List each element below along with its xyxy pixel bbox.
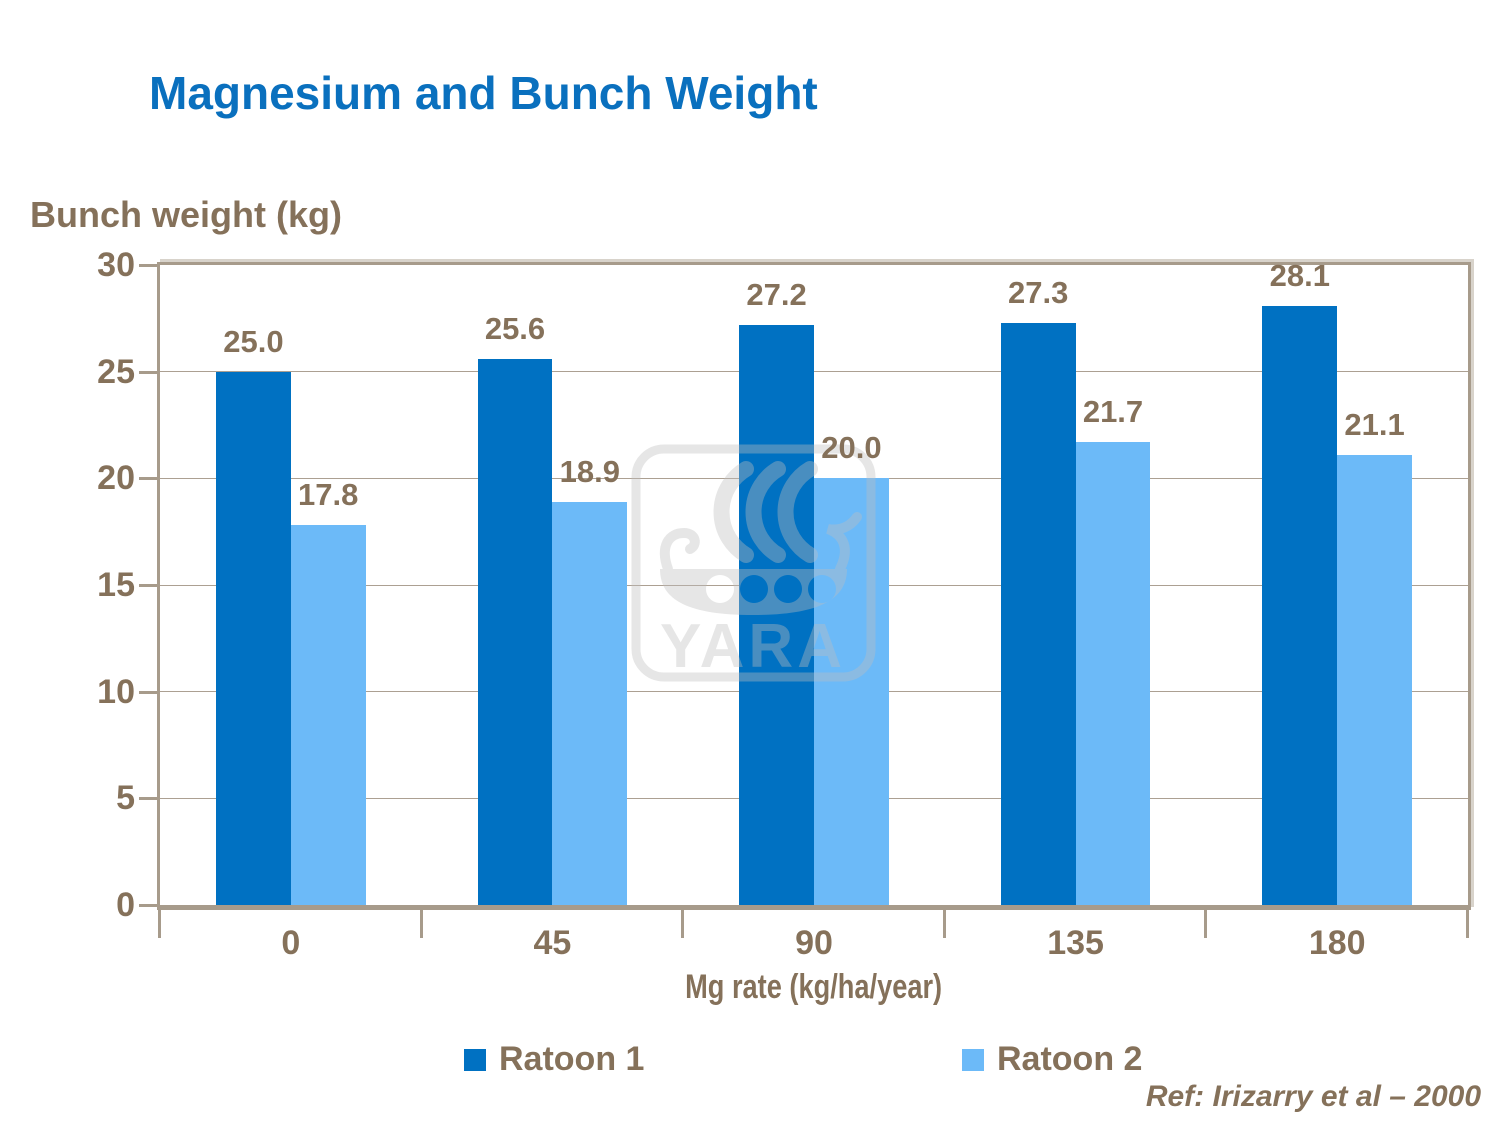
- x-tick-mark-3: [943, 910, 946, 938]
- watermark-border: [631, 444, 876, 682]
- bar-ratoon-1-cat-135: [1000, 322, 1076, 905]
- y-tick-mark-15: [139, 584, 157, 587]
- reference-text: Ref: Irizarry et al – 2000: [1145, 1080, 1481, 1113]
- bar-ratoon-2-cat-90: [814, 478, 889, 905]
- legend-label-ratoon-2: Ratoon 2: [997, 1040, 1143, 1078]
- plot-area: YARA 25.0 25.6 27.2 27.3 28.1 17.8 18.9 20.0 21.…: [157, 258, 1471, 910]
- y-tick-label-30: 30: [97, 246, 135, 284]
- x-axis-title-wrap: Mg rate (kg/ha/year): [160, 968, 1468, 1007]
- x-tick-mark-2: [681, 910, 684, 938]
- legend-item-ratoon-1: Ratoon 1: [464, 1040, 644, 1079]
- bar-ratoon-1-cat-180: [1262, 305, 1338, 905]
- legend-swatch-ratoon-2: [962, 1048, 984, 1071]
- yara-watermark-logo: YARA: [631, 444, 876, 682]
- gridline-20: [160, 477, 1468, 479]
- x-tick-label-90: 90: [795, 924, 833, 962]
- bar-ratoon-2-cat-180: [1337, 454, 1412, 905]
- y-tick-label-15: 15: [97, 566, 135, 604]
- y-tick-mark-25: [139, 370, 157, 374]
- y-tick-mark-5: [139, 797, 157, 801]
- ship-prow-icon: [659, 512, 862, 574]
- y-tick-label-25: 25: [97, 352, 135, 391]
- y-tick-label-20: 20: [97, 459, 135, 498]
- bar-ratoon-1-cat-90: [739, 324, 814, 905]
- bar-ratoon-1-cat-45: [477, 358, 553, 905]
- bar-label-ratoon-1-cat-90: 27.2: [746, 276, 807, 312]
- bar-ratoon-2-cat-0: [290, 525, 366, 905]
- watermark-text: YARA: [660, 612, 846, 681]
- bar-label-ratoon-1-cat-135: 27.3: [1008, 274, 1069, 310]
- legend-label-ratoon-1: Ratoon 1: [499, 1040, 645, 1078]
- x-axis-title: Mg rate (kg/ha/year): [685, 968, 943, 1006]
- bar-label-ratoon-1-cat-0: 25.0: [223, 323, 284, 359]
- bar-labels-layer: 25.0 25.6 27.2 27.3 28.1 17.8 18.9 20.0 21.7 21.1: [160, 258, 1468, 905]
- y-tick-mark-20: [139, 477, 157, 481]
- y-tick-label-5: 5: [116, 779, 135, 818]
- ship-hull-icon: [660, 569, 847, 615]
- bar-label-ratoon-2-cat-90: 20.0: [821, 430, 882, 466]
- y-tick-label-0: 0: [116, 886, 135, 924]
- bar-label-ratoon-2-cat-135: 21.7: [1082, 394, 1144, 430]
- bar-ratoon-2-cat-45: [552, 501, 628, 905]
- bar-label-ratoon-2-cat-0: 17.8: [298, 477, 359, 513]
- x-tick-mark-4: [1204, 910, 1207, 938]
- ship-sails-icon: [713, 461, 818, 563]
- y-tick-mark-30: [139, 264, 157, 267]
- x-tick-mark-1: [420, 910, 423, 938]
- x-tick-label-135: 135: [1047, 924, 1104, 962]
- x-tick-label-180: 180: [1308, 924, 1366, 962]
- bar-label-ratoon-1-cat-45: 25.6: [484, 310, 546, 346]
- chart-title: Magnesium and Bunch Weight: [149, 67, 818, 119]
- x-tick-label-45: 45: [533, 924, 572, 962]
- x-tick-label-0: 0: [281, 924, 301, 962]
- y-tick-mark-0: [139, 904, 157, 907]
- legend-item-ratoon-2: Ratoon 2: [962, 1040, 1142, 1079]
- x-tick-mark-0: [158, 910, 161, 938]
- x-tick-mark-5: [1466, 910, 1469, 938]
- y-tick-label-10: 10: [97, 672, 135, 711]
- gridline-25: [160, 371, 1468, 373]
- bar-label-ratoon-2-cat-180: 21.1: [1344, 406, 1405, 442]
- y-tick-mark-10: [139, 690, 157, 694]
- bar-label-ratoon-1-cat-180: 28.1: [1269, 257, 1330, 293]
- y-axis-title: Bunch weight (kg): [30, 194, 342, 235]
- legend-swatch-ratoon-1: [464, 1048, 486, 1071]
- bar-label-ratoon-2-cat-45: 18.9: [559, 453, 620, 489]
- bar-ratoon-2-cat-135: [1075, 442, 1151, 905]
- bar-ratoon-1-cat-0: [216, 371, 291, 905]
- bars-layer: [160, 265, 1468, 905]
